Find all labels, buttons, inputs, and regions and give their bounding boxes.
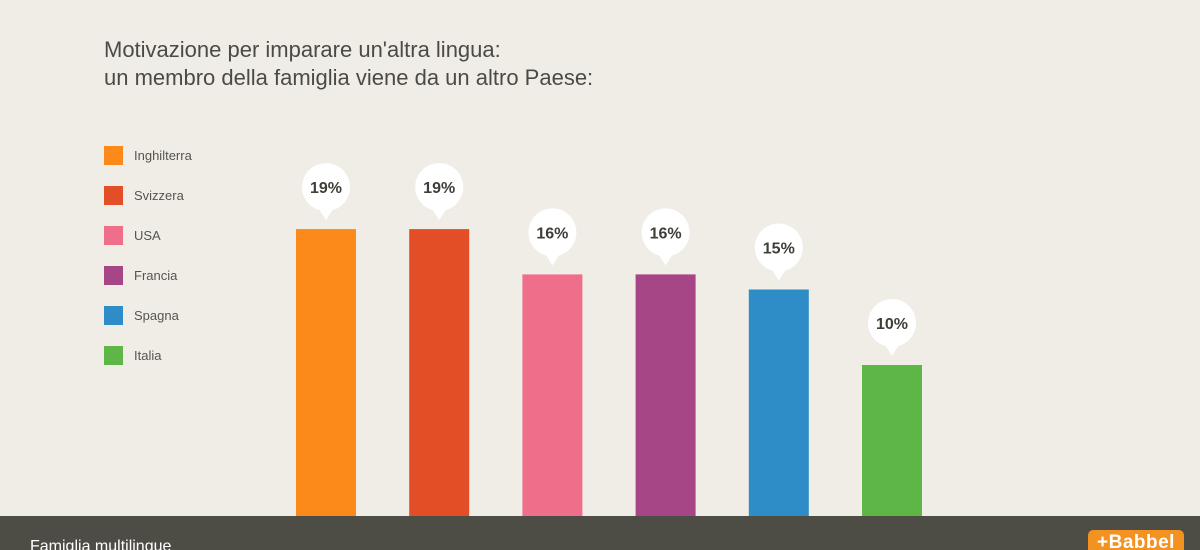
legend-label: Italia xyxy=(134,347,162,363)
legend-swatch xyxy=(104,145,123,165)
data-label-bubble xyxy=(868,299,916,347)
data-label-pointer xyxy=(319,209,333,221)
bar-svizzera xyxy=(409,229,470,516)
legend-swatch xyxy=(104,305,123,325)
data-label: 15% xyxy=(763,241,795,258)
chart-title: Motivazione per imparare un'altra lingua… xyxy=(104,36,593,92)
legend-swatch xyxy=(104,185,123,205)
bar-spagna xyxy=(748,289,809,516)
data-label-pointer xyxy=(658,254,673,266)
data-label-bubble xyxy=(528,208,577,257)
legend-swatch xyxy=(104,345,123,365)
data-label: 19% xyxy=(310,180,342,197)
data-label: 16% xyxy=(650,225,682,242)
babbel-logo: +Babbel xyxy=(1088,530,1184,550)
legend-item: Spagna xyxy=(104,305,192,325)
bar-inghilterra xyxy=(296,229,356,516)
legend-item: Italia xyxy=(104,345,192,365)
legend-label: Spagna xyxy=(134,307,179,323)
chart-title-line-1: Motivazione per imparare un'altra lingua… xyxy=(104,37,501,62)
legend-swatch xyxy=(104,265,123,285)
data-label-bubble xyxy=(641,208,690,257)
legend-swatch xyxy=(104,225,123,245)
chart-legend: Inghilterra Svizzera USA Francia Spagna Itali… xyxy=(104,145,192,385)
legend-label: Inghilterra xyxy=(134,147,192,163)
data-label-pointer xyxy=(432,209,447,221)
legend-label: Svizzera xyxy=(134,187,184,203)
legend-item: Francia xyxy=(104,265,192,285)
data-label-pointer xyxy=(545,254,560,266)
data-label-pointer xyxy=(771,269,786,281)
legend-item: Svizzera xyxy=(104,185,192,205)
footer-caption: Famiglia multilingue xyxy=(30,538,172,550)
bar-chart: 19% 19% 16% 16% 15% 10% xyxy=(296,163,922,516)
bar-usa xyxy=(522,274,583,516)
data-label-bubble xyxy=(754,223,803,272)
legend-label: USA xyxy=(134,227,161,243)
bar-italia xyxy=(862,365,922,516)
data-label: 16% xyxy=(536,225,568,242)
legend-item: USA xyxy=(104,225,192,245)
legend-item: Inghilterra xyxy=(104,145,192,165)
data-label: 19% xyxy=(423,180,455,197)
bar-francia xyxy=(635,274,696,516)
footer-bar: Famiglia multilingue +Babbel xyxy=(0,516,1200,550)
legend-label: Francia xyxy=(134,267,178,283)
data-label-bubble xyxy=(302,163,350,212)
chart-title-line-2: un membro della famiglia viene da un alt… xyxy=(104,65,594,90)
data-label: 10% xyxy=(876,316,908,333)
data-label-bubble xyxy=(415,163,464,212)
data-label-pointer xyxy=(885,345,899,356)
